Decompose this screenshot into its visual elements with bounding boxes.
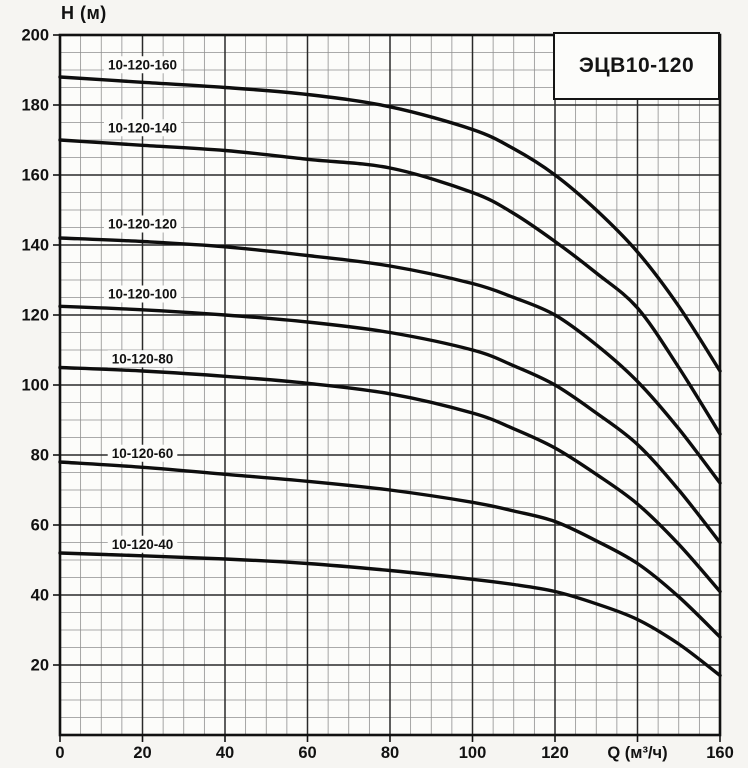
curve-label-10-120-120: 10-120-120 (108, 217, 177, 232)
curve-label-bg (107, 444, 178, 462)
major-grid (60, 35, 720, 735)
pump-curve-10-120-120 (58, 236, 722, 485)
y-tick-label-120: 120 (21, 307, 49, 325)
pump-curve-10-120-60 (58, 460, 722, 639)
pump-curve-10-120-160 (58, 75, 722, 373)
curve-label-bg (103, 285, 182, 303)
x-tick-label-0: 0 (55, 744, 64, 762)
y-tick-label-180: 180 (21, 97, 49, 115)
curve-label-10-120-80: 10-120-80 (112, 351, 174, 366)
curve-label-bg (103, 119, 182, 137)
y-tick-label-200: 200 (21, 27, 49, 45)
pump-curve-10-120-80 (58, 365, 722, 594)
curve-label-bg (103, 215, 182, 233)
y-tick-label-20: 20 (31, 657, 49, 675)
x-tick-labels: 0 20 40 60 80 100 120 Q (м³/ч) 160 (55, 744, 733, 762)
x-tick-label-160: 160 (706, 744, 734, 762)
y-tick-label-100: 100 (21, 377, 49, 395)
curve-label-10-120-100: 10-120-100 (108, 287, 177, 302)
x-tick-label-40: 40 (216, 744, 234, 762)
chart-title-box: ЭЦВ10-120 (553, 32, 720, 100)
curve-label-10-120-40: 10-120-40 (112, 537, 174, 552)
y-axis-title: H (м) (61, 3, 107, 23)
x-tick-label-80: 80 (381, 744, 399, 762)
curve-label-10-120-140: 10-120-140 (108, 120, 177, 135)
y-tick-label-60: 60 (31, 517, 49, 535)
curve-label-bg (107, 535, 178, 553)
y-tick-labels: 20 40 60 80 100 120 140 160 180 200 (21, 27, 49, 675)
y-tick-label-140: 140 (21, 237, 49, 255)
curve-label-bg (103, 56, 182, 74)
pump-curve-10-120-40 (58, 551, 722, 678)
pump-curve-10-120-140 (58, 138, 722, 436)
x-tick-label-Q (м³/ч): Q (м³/ч) (607, 744, 667, 762)
x-tick-label-60: 60 (298, 744, 316, 762)
curve-labels: 10-120-160 10-120-140 10-120-120 10-120-100… (103, 56, 182, 553)
x-tick-label-100: 100 (459, 744, 487, 762)
curve-label-10-120-60: 10-120-60 (112, 446, 174, 461)
y-tick-label-160: 160 (21, 167, 49, 185)
pump-curves (58, 75, 722, 678)
curve-label-10-120-160: 10-120-160 (108, 57, 177, 72)
plot-border (58, 33, 722, 737)
curve-label-bg (107, 350, 178, 368)
pump-curve-10-120-100 (58, 304, 722, 545)
x-tick-label-120: 120 (541, 744, 569, 762)
y-tick-label-40: 40 (31, 587, 49, 605)
chart-title: ЭЦВ10-120 (578, 54, 695, 77)
y-tick-label-80: 80 (31, 447, 49, 465)
x-tick-label-20: 20 (133, 744, 151, 762)
